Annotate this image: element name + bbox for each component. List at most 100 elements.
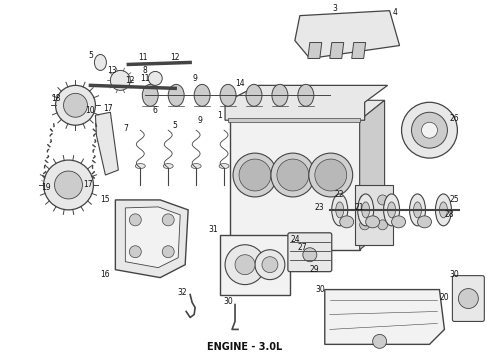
Text: 6: 6 [153,106,158,115]
FancyBboxPatch shape [452,276,484,321]
Ellipse shape [135,163,145,168]
Circle shape [110,71,130,90]
Ellipse shape [414,202,421,218]
Circle shape [401,102,457,158]
Text: 17: 17 [84,180,93,189]
Ellipse shape [362,202,369,218]
Circle shape [372,334,387,348]
Circle shape [162,214,174,226]
Ellipse shape [340,216,354,228]
Circle shape [233,153,277,197]
Ellipse shape [142,84,158,106]
Circle shape [129,246,141,258]
Ellipse shape [194,84,210,106]
Ellipse shape [388,202,395,218]
Circle shape [255,250,285,280]
Circle shape [162,246,174,258]
Text: 11: 11 [139,53,148,62]
Ellipse shape [168,84,184,106]
Text: 29: 29 [310,265,319,274]
Polygon shape [330,42,343,58]
Ellipse shape [366,216,380,228]
Text: 12: 12 [125,76,135,85]
Text: 18: 18 [51,94,60,103]
Text: 4: 4 [392,8,397,17]
FancyBboxPatch shape [288,233,332,272]
Text: 16: 16 [100,270,110,279]
Circle shape [44,160,94,210]
Ellipse shape [246,84,262,106]
Ellipse shape [220,84,236,106]
Text: ENGINE - 3.0L: ENGINE - 3.0L [207,342,283,352]
Ellipse shape [384,194,399,226]
Circle shape [360,195,369,205]
Text: 8: 8 [143,66,147,75]
Text: 30: 30 [223,297,233,306]
Text: 15: 15 [100,195,110,204]
Ellipse shape [95,54,106,71]
Polygon shape [125,207,180,268]
Ellipse shape [358,194,374,226]
Text: 25: 25 [450,195,459,204]
Ellipse shape [417,216,432,228]
Circle shape [378,195,388,205]
Ellipse shape [336,202,343,218]
Ellipse shape [219,163,229,168]
Ellipse shape [191,163,201,168]
Circle shape [360,220,369,230]
Text: 32: 32 [177,288,187,297]
Text: 30: 30 [449,270,459,279]
Polygon shape [96,112,119,175]
Text: 5: 5 [173,121,178,130]
Text: 28: 28 [444,210,454,219]
Text: 9: 9 [197,116,202,125]
Circle shape [277,159,309,191]
Polygon shape [360,100,385,250]
Circle shape [303,248,317,262]
Circle shape [262,257,278,273]
Ellipse shape [410,194,425,226]
Text: 21: 21 [355,203,365,212]
Circle shape [412,112,447,148]
Circle shape [129,214,141,226]
Text: 23: 23 [315,203,324,212]
Text: 14: 14 [235,79,245,88]
Ellipse shape [436,194,451,226]
Text: 27: 27 [297,243,307,252]
Polygon shape [295,11,399,58]
Polygon shape [325,289,444,345]
Circle shape [54,171,82,199]
Circle shape [271,153,315,197]
Polygon shape [115,200,188,278]
Text: 20: 20 [440,293,449,302]
Polygon shape [228,118,360,122]
Text: 17: 17 [103,104,113,113]
Polygon shape [230,100,385,120]
Ellipse shape [298,84,314,106]
Text: 7: 7 [123,124,128,133]
Circle shape [309,153,353,197]
Text: 12: 12 [171,53,180,62]
Circle shape [225,245,265,285]
Circle shape [458,289,478,309]
Ellipse shape [272,84,288,106]
Polygon shape [352,42,366,58]
Polygon shape [308,42,322,58]
Text: 22: 22 [335,190,344,199]
FancyBboxPatch shape [230,120,360,250]
Circle shape [55,85,96,125]
Text: 19: 19 [41,184,50,193]
FancyBboxPatch shape [355,185,392,245]
Circle shape [235,255,255,275]
Text: 26: 26 [450,114,459,123]
Circle shape [64,93,87,117]
Circle shape [148,71,162,85]
Text: 10: 10 [86,106,95,115]
Circle shape [421,122,438,138]
Text: 24: 24 [290,235,300,244]
Text: 9: 9 [193,74,197,83]
Polygon shape [220,235,290,294]
Circle shape [315,159,347,191]
Text: 5: 5 [88,51,93,60]
Text: 3: 3 [332,4,337,13]
